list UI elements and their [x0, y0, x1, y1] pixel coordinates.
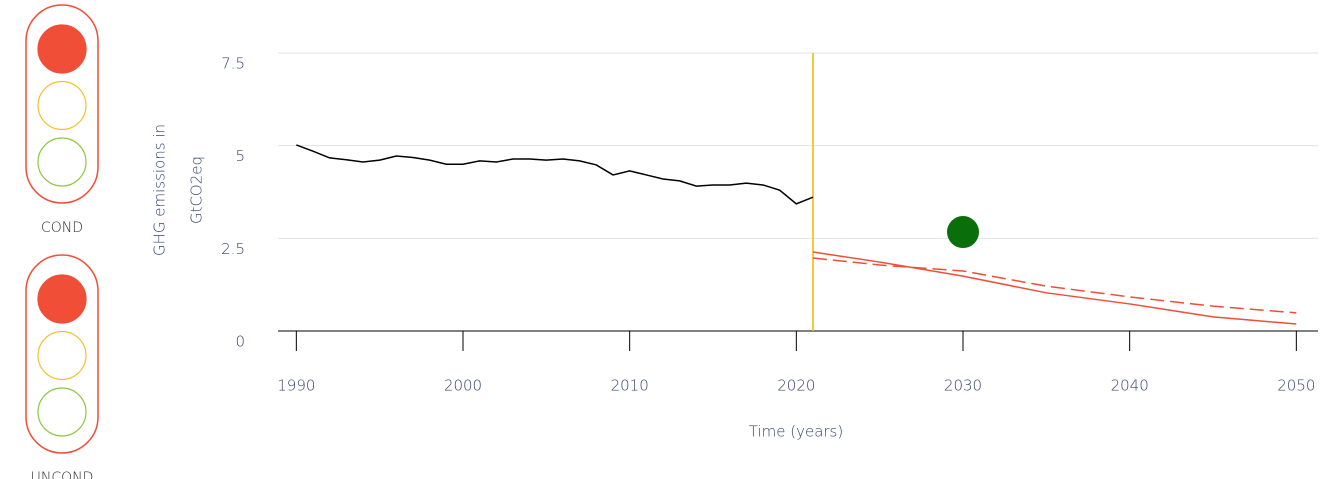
- traffic-light-frame: [25, 4, 99, 204]
- y-tick-label: 7.5: [221, 55, 245, 73]
- y-axis-label: GtCO2eq: [188, 156, 206, 224]
- traffic-light-lamp: [37, 330, 87, 381]
- y-tick-label: 5: [235, 147, 245, 165]
- x-tick-label: 1990: [277, 377, 315, 395]
- series-line: [296, 144, 814, 205]
- x-tick-label: 2000: [444, 377, 482, 395]
- traffic-light-lamp: [37, 80, 87, 131]
- traffic-light-lamp: [37, 24, 87, 74]
- traffic-light-lamp: [37, 137, 87, 187]
- y-axis-label: GHG emissions in: [151, 124, 169, 256]
- traffic-light-label: COND: [41, 220, 83, 236]
- target-point: [947, 216, 979, 249]
- traffic-light-frame: [25, 254, 99, 454]
- x-tick-label: 2030: [944, 377, 982, 395]
- x-axis-label: Time (years): [749, 423, 843, 441]
- x-tick-label: 2020: [777, 377, 815, 395]
- traffic-light-lamp: [37, 274, 87, 324]
- traffic-light-lamp: [37, 387, 87, 437]
- x-tick-label: 2010: [611, 377, 649, 395]
- series-line: [812, 257, 1297, 314]
- traffic-light-label: UNCOND: [31, 470, 94, 479]
- series-line: [812, 251, 1297, 325]
- x-tick-label: 2050: [1277, 377, 1315, 395]
- x-tick-label: 2040: [1111, 377, 1149, 395]
- y-tick-label: 2.5: [221, 240, 245, 258]
- y-tick-label: 0: [235, 333, 245, 351]
